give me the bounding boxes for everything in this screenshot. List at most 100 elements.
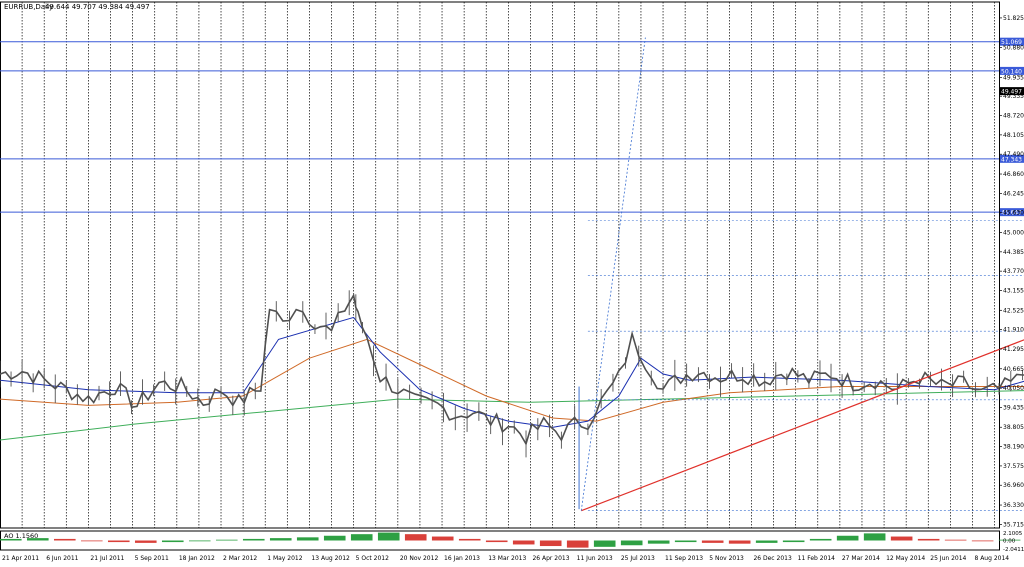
y-tick-label: 41.910 [1003,327,1024,334]
ao-bar [80,540,103,542]
ao-bar [539,540,562,547]
y-tick-label: 46.860 [1003,171,1024,178]
ao-bar [0,538,22,541]
x-tick-label: 6 Jun 2011 [46,555,78,562]
level-tag-label: 47.343 [1001,156,1022,163]
level-tag-label: 45.647 [1001,210,1022,217]
ao-bar [431,536,454,541]
ao-bar [161,540,184,543]
x-tick-label: 1 May 2012 [267,555,302,562]
axes: 21 Apr 2011 6 Jun 2011 21 Jul 2011 5 Sep 20… [2,15,1024,562]
y-tick-label: 49.935 [1003,74,1024,81]
ao-bar [512,540,535,545]
y-tick-label: 38.805 [1003,424,1024,431]
x-tick-label: 25 Jun 2014 [930,555,966,562]
ao-tick-label: 0.00 [1003,539,1016,545]
x-tick-label: 13 Aug 2012 [311,555,350,562]
ma-slow-line [0,390,1024,441]
ao-bar [620,540,643,546]
chart-title: EURRUB,Daily [4,3,53,11]
ao-bar [215,539,238,541]
x-tick-label: 21 Apr 2011 [2,555,39,562]
level-tag-label: 50.140 [1001,68,1022,75]
ma-mid-line [0,338,1024,422]
ao-bar [917,538,940,541]
ao-bar [53,538,76,541]
ao-bar [944,539,967,541]
x-tick-label: 11 Sep 2013 [665,555,703,562]
y-tick-label: 36.960 [1003,482,1024,489]
x-tick-label: 12 May 2014 [886,555,925,562]
x-tick-label: 2 Mar 2012 [223,555,257,562]
ma-fast-line [0,316,1024,428]
price-tag [1000,87,1024,96]
ao-bar [242,538,265,541]
ao-bar [971,540,994,542]
ao-bar [647,540,670,544]
y-tick-label: 43.770 [1003,268,1024,275]
ao-bar [296,537,319,541]
x-tick-label: 26 Apr 2013 [532,555,569,562]
ao-bar [836,535,859,541]
y-tick-label: 40.665 [1003,366,1024,373]
ao-bar [755,540,778,543]
ao-bar [269,538,292,541]
ao-bar [701,540,724,543]
ao-bar [26,538,49,541]
x-tick-label: 5 Nov 2013 [709,555,744,562]
level-tag [1000,208,1024,217]
y-tick-label: 47.490 [1003,151,1024,158]
x-tick-label: 20 Nov 2012 [400,555,439,562]
y-tick-label: 36.330 [1003,502,1024,509]
y-tick-label: 35.715 [1003,521,1024,528]
analysis-drawings: 0.023.638.250.061.8138.2161.8261.8100.00… [578,37,1024,512]
y-tick-label: 45.000 [1003,229,1024,236]
y-tick-label: 40.050 [1003,385,1024,392]
x-tick-label: 26 Dec 2013 [753,555,792,562]
ao-panel [0,530,1021,551]
ao-bar [566,540,589,548]
ao-bar [782,540,805,543]
ao-bar [890,536,913,541]
y-tick-label: 51.825 [1003,15,1024,22]
y-tick-label: 42.525 [1003,307,1024,314]
y-tick-label: 38.190 [1003,444,1024,451]
x-tick-label: 25 Jul 2013 [621,555,655,562]
y-tick-label: 39.435 [1003,404,1024,411]
trend-line [581,339,1024,512]
ao-bar [593,540,616,547]
grid [0,1,1000,529]
ao-bar [863,533,886,541]
x-tick-label: 5 Oct 2012 [356,555,389,562]
ao-bar [350,534,373,541]
level-tag-label: 51.069 [1001,39,1022,46]
ao-bar [485,540,508,543]
x-tick-label: 11 Feb 2014 [798,555,836,562]
y-tick-label: 48.105 [1003,132,1024,139]
y-tick-label: 41.295 [1003,346,1024,353]
ao-label: AO 1.1560 [4,532,38,540]
x-tick-label: 11 Jun 2013 [577,555,613,562]
y-tick-label: 44.385 [1003,249,1024,256]
ao-tick-label: -2.0411 [1003,547,1024,553]
level-tag [1000,37,1024,46]
y-tick-label: 45.630 [1003,210,1024,217]
x-tick-label: 18 Jan 2012 [179,555,215,562]
x-tick-label: 16 Jan 2013 [444,555,480,562]
ao-bar [404,534,427,541]
x-tick-label: 13 Mar 2013 [488,555,526,562]
y-tick-label: 49.335 [1003,93,1024,100]
x-tick-label: 27 Mar 2014 [842,555,880,562]
ao-bar [377,532,400,541]
ao-bar [458,538,481,541]
ao-bar [998,539,1021,541]
horizontal-levels: 51.069 50.140 47.343 45.647 49.497 [0,37,1024,217]
y-tick-label: 46.245 [1003,190,1024,197]
ao-bar [809,538,832,541]
y-tick-label: 50.880 [1003,45,1024,52]
ao-bar [134,540,157,543]
ao-bar [674,540,697,543]
spike-line [580,37,646,511]
x-tick-label: 5 Sep 2011 [135,555,169,562]
